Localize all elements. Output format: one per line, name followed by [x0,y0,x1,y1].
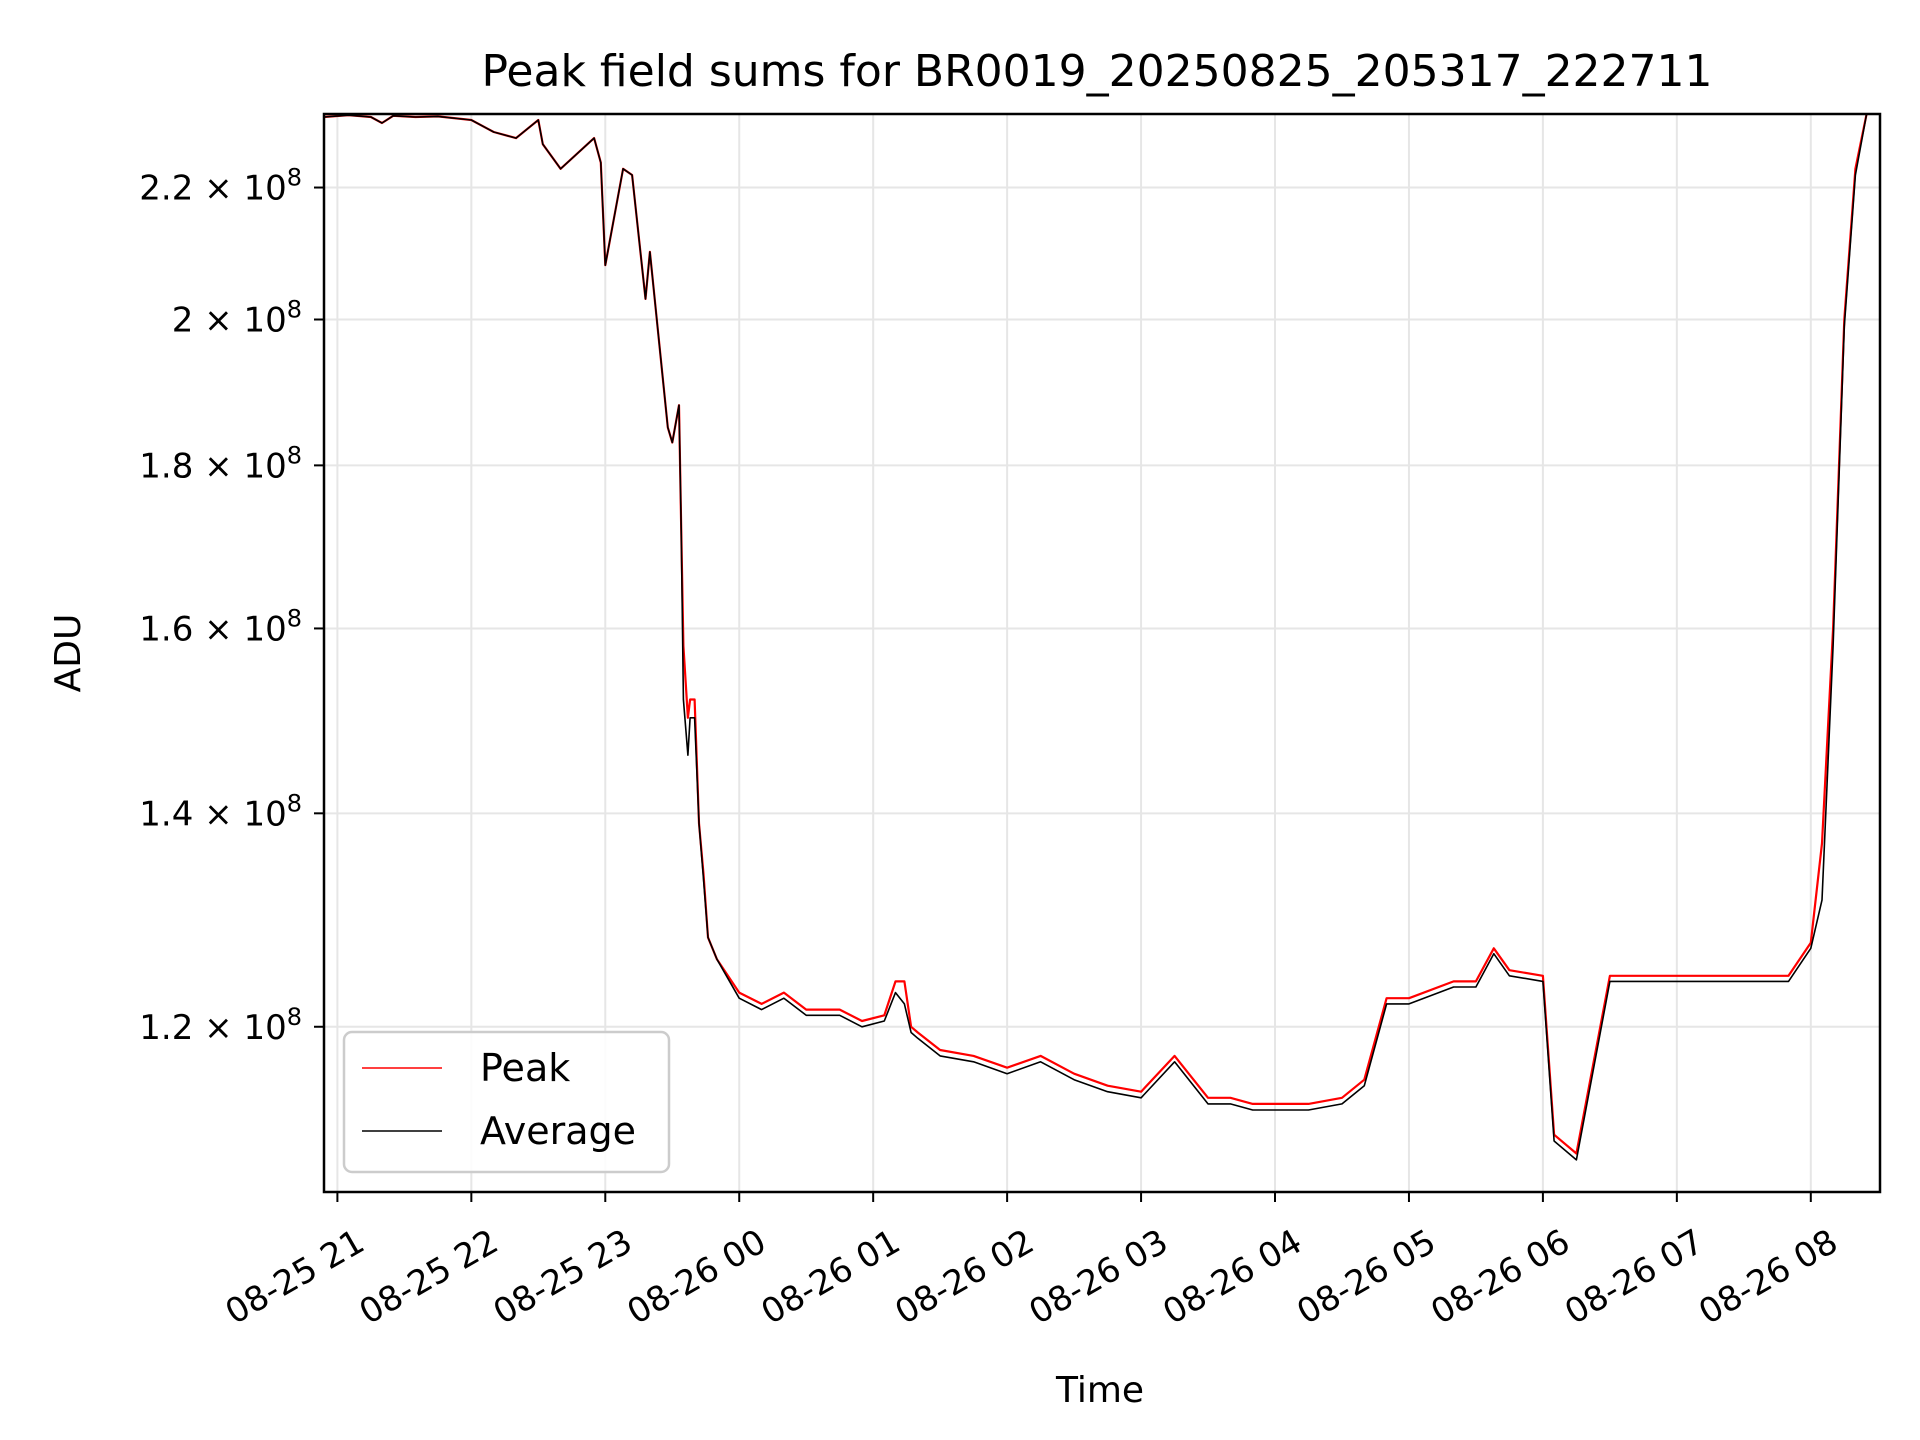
y-tick-label: 1.8 × 108 [139,441,302,486]
y-axis: 1.2 × 108 1.4 × 108 1.6 × 108 1.8 × 108 2 × … [139,164,324,1048]
y-tick-label: 2 × 108 [172,295,302,340]
grid-lines [324,114,1880,1192]
legend: Peak Average [342,1030,671,1174]
plot-frame [322,112,1882,1194]
legend-label-average: Average [480,1109,636,1153]
y-tick-label: 1.4 × 108 [139,789,302,834]
y-tick-label: 2.2 × 108 [139,164,302,209]
legend-label-peak: Peak [480,1046,570,1090]
x-axis-label: Time [1055,1370,1144,1411]
y-tick-label: 1.6 × 108 [139,604,302,649]
series-layer [324,114,1868,1161]
y-tick-label: 1.2 × 108 [139,1003,302,1048]
y-axis-label: ADU [48,614,89,693]
chart-title: Peak field sums for BR0019_20250825_2053… [481,46,1712,97]
series-line-average [324,114,1868,1161]
legend-box [342,1030,671,1174]
